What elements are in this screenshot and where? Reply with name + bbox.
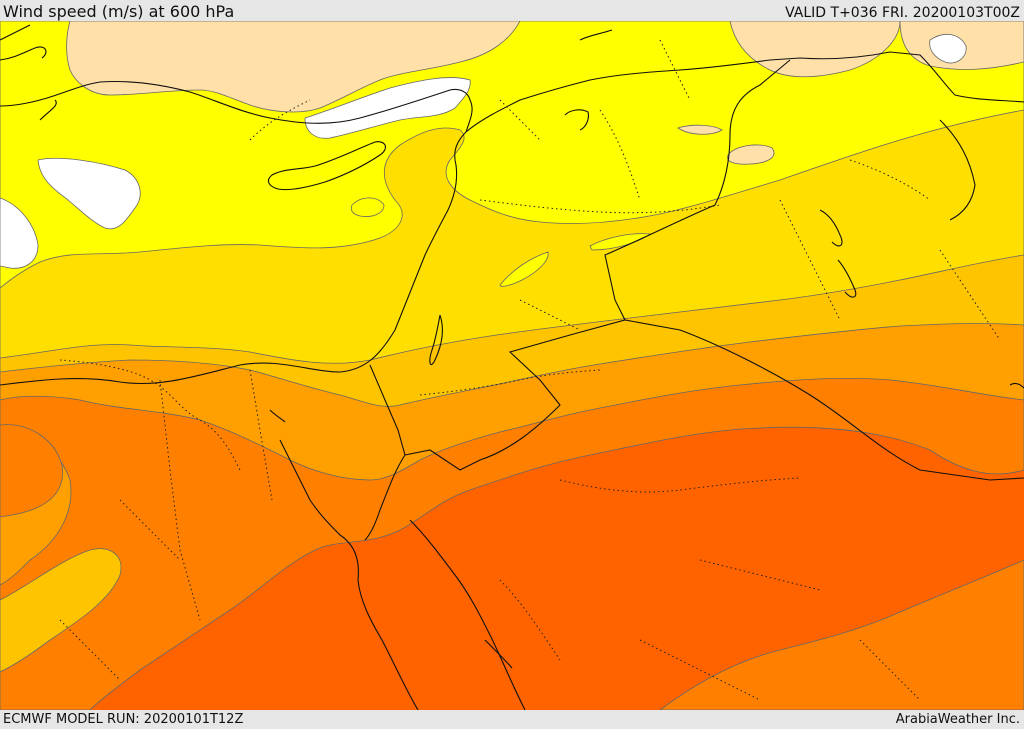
wind-band-calm-caspian — [929, 33, 967, 64]
footer-bar: ECMWF MODEL RUN: 20200101T12Z ArabiaWeat… — [0, 710, 1024, 729]
wind-speed-map[interactable] — [0, 21, 1024, 710]
wind-band-very-light-patch — [727, 144, 775, 165]
coastlines — [0, 24, 1024, 710]
wind-band-calm-aegean — [37, 157, 141, 230]
wind-band-very-strong-east — [659, 559, 1024, 710]
wind-band-light-lens2 — [589, 233, 652, 251]
wind-band-very-strong-west — [0, 424, 64, 518]
credit-label: ArabiaWeather Inc. — [895, 712, 1020, 727]
country-borders — [59, 39, 1001, 701]
wind-band-very-light-patch2 — [677, 124, 723, 135]
wind-band-fresh-sw — [0, 548, 122, 673]
wind-band-calm-turkey — [304, 77, 471, 139]
map-title: Wind speed (m/s) at 600 hPa — [3, 2, 235, 21]
wind-band-very-light-ne — [729, 21, 901, 78]
model-run: ECMWF MODEL RUN: 20200101T12Z — [3, 712, 244, 727]
wind-band-light-patch — [350, 197, 385, 217]
wind-band-light-lens — [499, 251, 549, 287]
valid-time: VALID T+036 FRI. 20200103T00Z — [785, 5, 1020, 21]
wind-band-calm-west — [0, 197, 39, 269]
header-bar: Wind speed (m/s) at 600 hPa VALID T+036 … — [0, 0, 1024, 21]
